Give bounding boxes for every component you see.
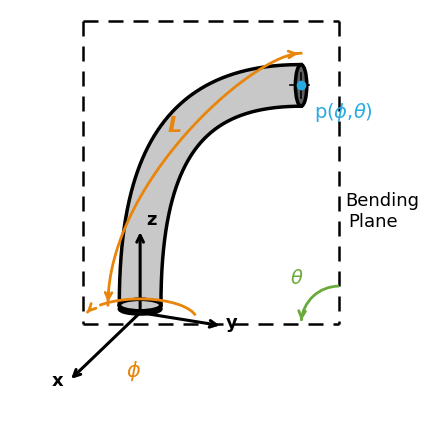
Ellipse shape (119, 299, 161, 311)
Text: x: x (52, 372, 64, 391)
Text: p($\phi$,$\theta$): p($\phi$,$\theta$) (314, 101, 373, 124)
Ellipse shape (119, 299, 161, 311)
Polygon shape (119, 65, 301, 305)
Text: L: L (167, 115, 181, 135)
Text: Bending: Bending (346, 192, 420, 210)
Ellipse shape (119, 304, 161, 314)
Text: Plane: Plane (348, 214, 398, 231)
Text: y: y (225, 314, 237, 332)
Text: z: z (146, 210, 157, 229)
Ellipse shape (295, 65, 307, 106)
Text: $\phi$: $\phi$ (126, 359, 141, 383)
Text: $\theta$: $\theta$ (290, 269, 303, 288)
